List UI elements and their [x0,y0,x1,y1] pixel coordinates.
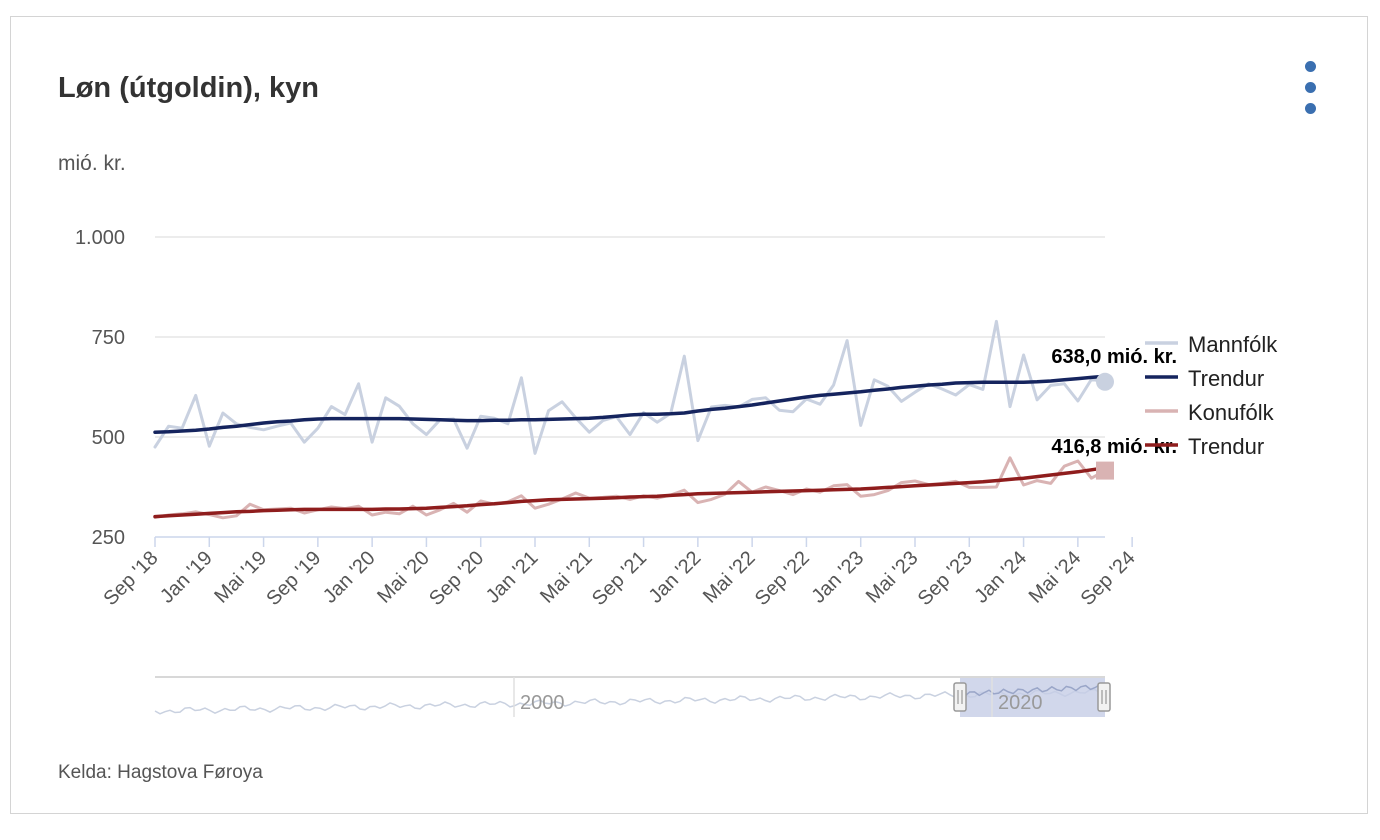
x-tick-label: Mai '21 [536,547,597,608]
y-axis-unit-label: mió. kr. [58,152,126,175]
x-tick-label: Sep '23 [914,547,977,610]
series-line [153,374,1107,434]
y-tick-label: 500 [92,427,125,449]
navigator-year-label: 2020 [998,692,1043,714]
y-axis-ticks: 250 500 750 1.000 [75,227,125,549]
x-tick-label: Jan '24 [970,547,1031,608]
x-tick-label: Mai '23 [862,547,923,608]
x-tick-label: Sep '18 [99,547,162,610]
navigator-handle[interactable] [1097,682,1111,712]
navigator-selected-range[interactable] [960,678,1105,717]
legend-item-label[interactable]: Trendur [1188,366,1264,391]
y-tick-label: 250 [92,527,125,549]
legend-item-label[interactable]: Trendur [1188,434,1264,459]
annotations: 638,0 mió. kr. 416,8 mió. kr. [1051,346,1177,458]
navigator-track[interactable] [155,677,1105,717]
series-end-marker[interactable] [1096,461,1114,480]
chart-title: Løn (útgoldin), kyn [58,72,319,104]
series-end-marker[interactable] [1096,372,1114,391]
series-line [153,466,1107,519]
value-annotation: 416,8 mió. kr. [1051,436,1177,458]
x-tick-label: Jan '22 [645,547,706,608]
navigator-series [154,688,1106,715]
x-tick-label: Sep '24 [1077,547,1140,610]
series-line [153,319,1107,455]
menu-dot [1304,103,1316,114]
legend-item-label[interactable]: Konufólk [1188,400,1275,425]
legend[interactable]: Mannfólk Trendur Konufólk Trendur [1145,332,1278,459]
range-navigator[interactable]: 2000 2020 [154,676,1111,717]
navigator-year-label: 2000 [520,692,565,714]
y-tick-label: 1.000 [75,227,125,249]
end-markers [1096,372,1114,480]
navigator-handle[interactable] [953,682,967,712]
x-tick-label: Mai '22 [699,547,760,608]
x-tick-label: Sep '20 [425,547,488,610]
series-lines [153,319,1107,520]
grid-lines [155,236,1105,438]
x-tick-label: Jan '20 [319,547,380,608]
x-tick-label: Sep '22 [751,547,814,610]
x-tick-label: Sep '21 [588,547,651,610]
x-tick-label: Jan '19 [156,547,217,608]
three-dots-vertical-icon[interactable] [1300,56,1320,118]
x-tick-label: Mai '24 [1025,547,1086,608]
x-tick-label: Sep '19 [262,547,325,610]
value-annotation: 638,0 mió. kr. [1051,346,1177,368]
navigator-series-selected [959,683,1106,697]
x-tick-label: Jan '23 [808,547,869,608]
menu-dot [1304,61,1316,72]
x-tick-label: Mai '19 [210,547,271,608]
x-tick-label: Mai '20 [373,547,434,608]
y-tick-label: 750 [92,327,125,349]
menu-dot [1304,82,1316,93]
source-credit: Kelda: Hagstova Føroya [58,762,263,783]
x-tick-label: Jan '21 [482,547,543,608]
legend-item-label[interactable]: Mannfólk [1188,332,1278,357]
